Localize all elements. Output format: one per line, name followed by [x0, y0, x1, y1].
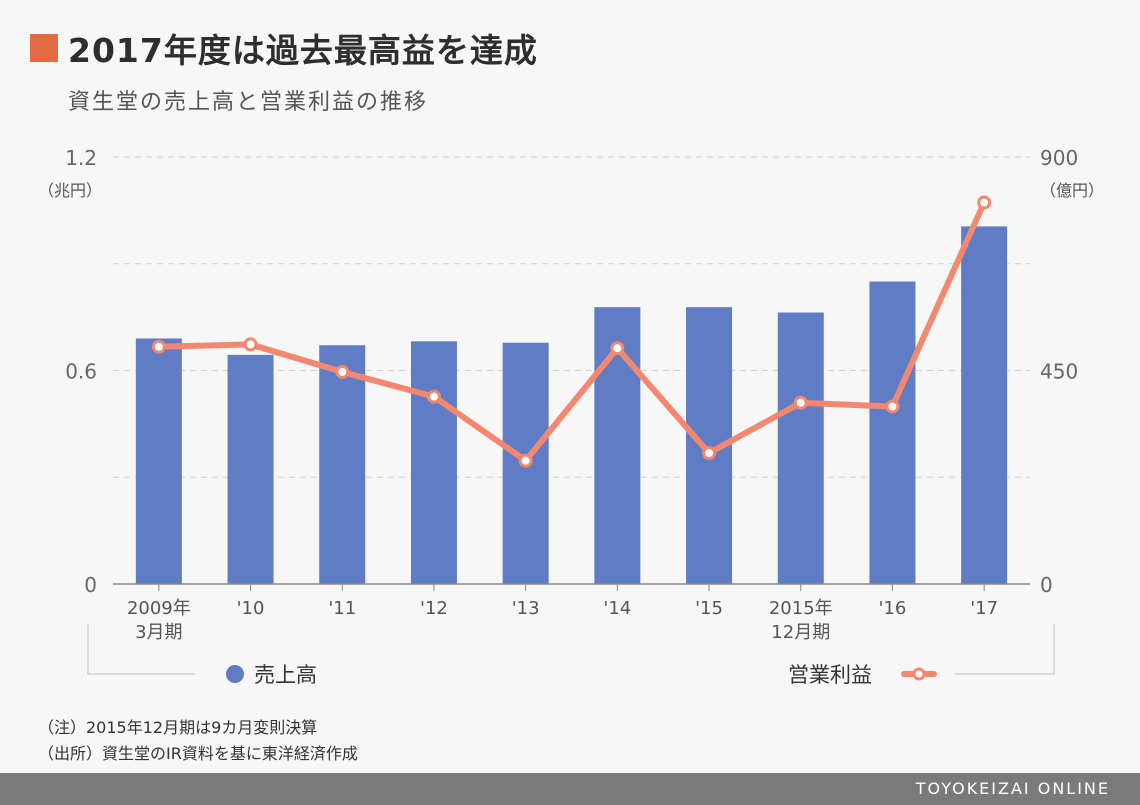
footer-bar: TOYOKEIZAI ONLINE [0, 773, 1140, 805]
x-tick-label: 3月期 [135, 622, 182, 643]
chart-title: 2017年度は過去最高益を達成 [68, 31, 538, 70]
profit-line [155, 199, 988, 464]
legend-marker-sales [226, 665, 244, 683]
legend-bracket-right [955, 624, 1055, 675]
profit-point [151, 339, 166, 354]
note-line: （注）2015年12月期は9カ月変則決算 [38, 718, 318, 737]
legend-bracket-left [87, 624, 195, 675]
legend-label-sales: 売上高 [254, 663, 317, 687]
x-tick-label: '14 [603, 598, 631, 619]
y-right-unit: （億円） [1040, 181, 1104, 200]
bar [961, 226, 1008, 584]
profit-point [885, 399, 900, 414]
x-tick-label: '10 [237, 598, 265, 619]
profit-point [793, 395, 808, 410]
profit-point [610, 341, 625, 356]
bar [777, 312, 824, 584]
chart-subtitle: 資生堂の売上高と営業利益の推移 [68, 90, 429, 115]
x-tick-label: 12月期 [771, 622, 830, 643]
legend-marker-profit-dot [912, 667, 926, 681]
x-tick-label: 2015年 [769, 598, 833, 619]
x-tick-label: '17 [970, 598, 998, 619]
profit-point [518, 453, 533, 468]
legend-label-profit: 営業利益 [788, 663, 872, 687]
y-left-tick-label: 1.2 [65, 146, 97, 170]
x-tick-label: '15 [695, 598, 723, 619]
x-tick-label: '11 [328, 598, 356, 619]
y-right-tick-label: 900 [1040, 146, 1078, 170]
x-tick-label: 2009年 [127, 598, 191, 619]
y-left-tick-label: 0.6 [65, 360, 97, 384]
source-line: （出所）資生堂のIR資料を基に東洋経済作成 [38, 744, 358, 763]
bar [869, 281, 916, 584]
profit-point [702, 446, 717, 461]
y-right-tick-label: 0 [1040, 573, 1053, 597]
bar [135, 338, 182, 584]
chart-area: 0 0.6 1.2 （兆円） 0 450 900 （億円） 2009年 3月期 '10 '11 '12 '… [38, 146, 1104, 687]
y-right-tick-label: 450 [1040, 360, 1078, 384]
x-tick-label: '12 [420, 598, 448, 619]
profit-point [977, 195, 992, 210]
title-accent-square [30, 34, 58, 62]
footer-brand: TOYOKEIZAI ONLINE [915, 779, 1110, 798]
profit-point [426, 389, 441, 404]
bar [410, 341, 457, 584]
x-tick-label: '16 [879, 598, 907, 619]
profit-point [243, 337, 258, 352]
x-tick-label: '13 [512, 598, 540, 619]
bar [227, 354, 274, 584]
y-left-unit: （兆円） [38, 181, 102, 200]
y-left-tick-label: 0 [84, 573, 97, 597]
bar [319, 345, 366, 584]
title-block: 2017年度は過去最高益を達成 [30, 24, 538, 72]
profit-point [335, 364, 350, 379]
